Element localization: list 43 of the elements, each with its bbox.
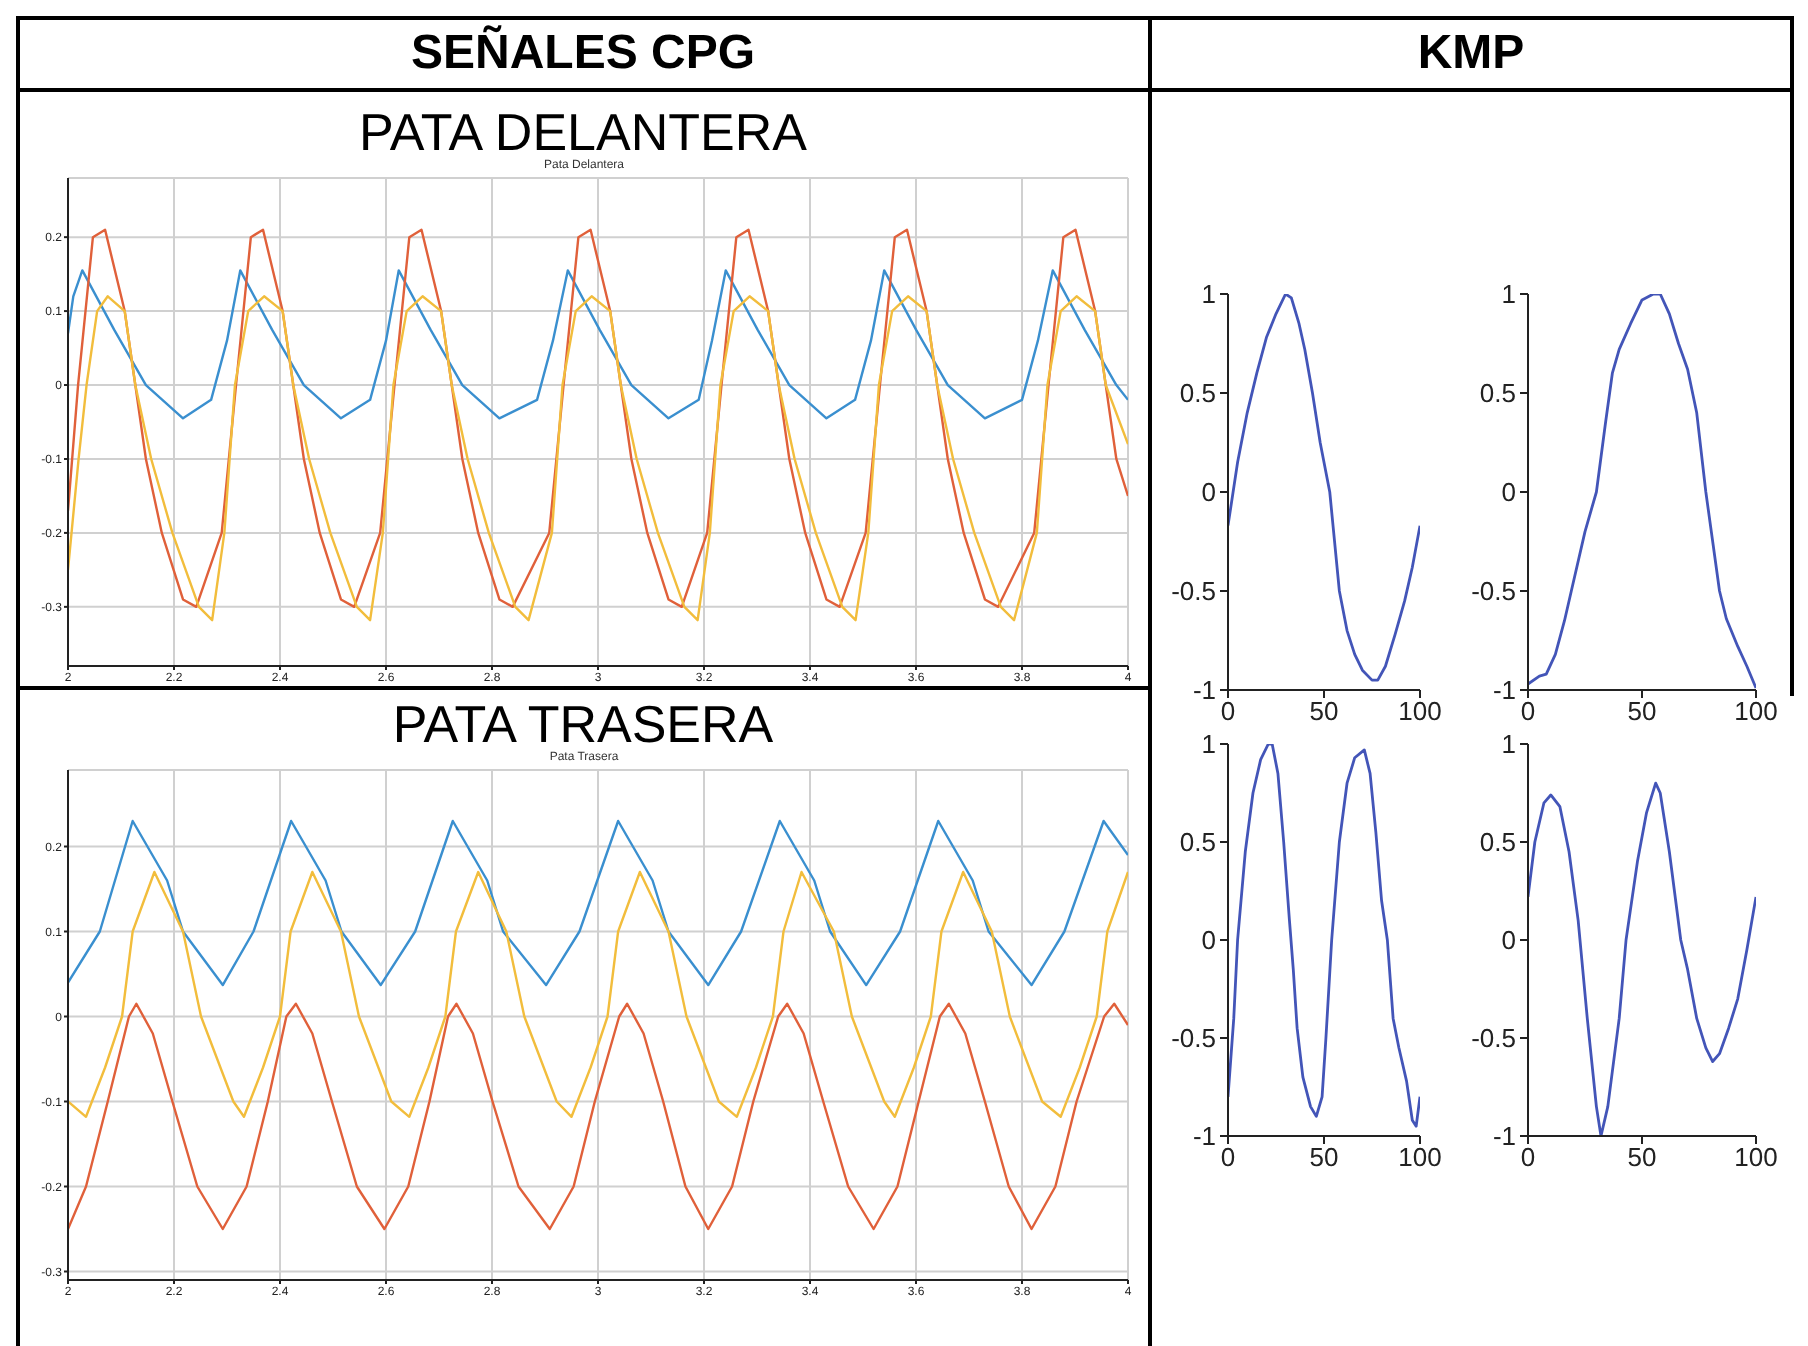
line-series	[68, 295, 1128, 622]
y-tick-label: -0.5	[1471, 576, 1516, 607]
y-tick-label: 0	[1201, 925, 1216, 956]
y-tick-label: 1	[1201, 729, 1216, 760]
y-tick-label: 0	[1501, 477, 1516, 508]
y-tick-label: -1	[1192, 1121, 1216, 1152]
line-series	[68, 1002, 1128, 1231]
x-tick-label: 50	[1309, 1142, 1339, 1173]
x-tick-label: 100	[1398, 696, 1442, 727]
line-series	[1228, 294, 1420, 682]
text: KMP	[1415, 26, 1527, 82]
y-tick-label: -1	[1492, 1121, 1516, 1152]
y-tick-label: 1	[1201, 279, 1216, 310]
line-series	[68, 870, 1128, 1118]
x-tick-label: 0	[1220, 696, 1236, 727]
x-tick-label: 100	[1734, 1142, 1778, 1173]
line-series	[68, 819, 1128, 987]
y-tick-label: -0.5	[1471, 1023, 1516, 1054]
y-tick-label: 0.5	[1479, 827, 1516, 858]
y-tick-label: 0	[1201, 477, 1216, 508]
y-tick-label: -1	[1192, 675, 1216, 706]
y-tick-label: 0.5	[1179, 378, 1216, 409]
x-tick-label: 50	[1309, 696, 1339, 727]
x-tick-label: 0	[1520, 696, 1536, 727]
y-tick-label: 1	[1501, 729, 1516, 760]
chart-title: PATA TRASERA	[390, 694, 776, 754]
y-tick-label: -1	[1492, 675, 1516, 706]
y-tick-label: -0.5	[1171, 576, 1216, 607]
x-tick-label: 0	[1220, 1142, 1236, 1173]
y-tick-label: 0.5	[1179, 827, 1216, 858]
x-tick-label: 50	[1627, 1142, 1657, 1173]
y-tick-label: 1	[1501, 279, 1516, 310]
x-tick-label: 100	[1734, 696, 1778, 727]
chart-title: PATA DELANTERA	[357, 102, 809, 162]
text: SEÑALES CPG	[408, 26, 758, 82]
line-series	[68, 269, 1128, 420]
y-tick-label: 0.5	[1479, 378, 1516, 409]
y-tick-label: 0	[1501, 925, 1516, 956]
x-tick-label: 100	[1398, 1142, 1442, 1173]
x-tick-label: 50	[1627, 696, 1657, 727]
line-series	[1228, 744, 1420, 1128]
y-tick-label: -0.5	[1171, 1023, 1216, 1054]
x-tick-label: 0	[1520, 1142, 1536, 1173]
